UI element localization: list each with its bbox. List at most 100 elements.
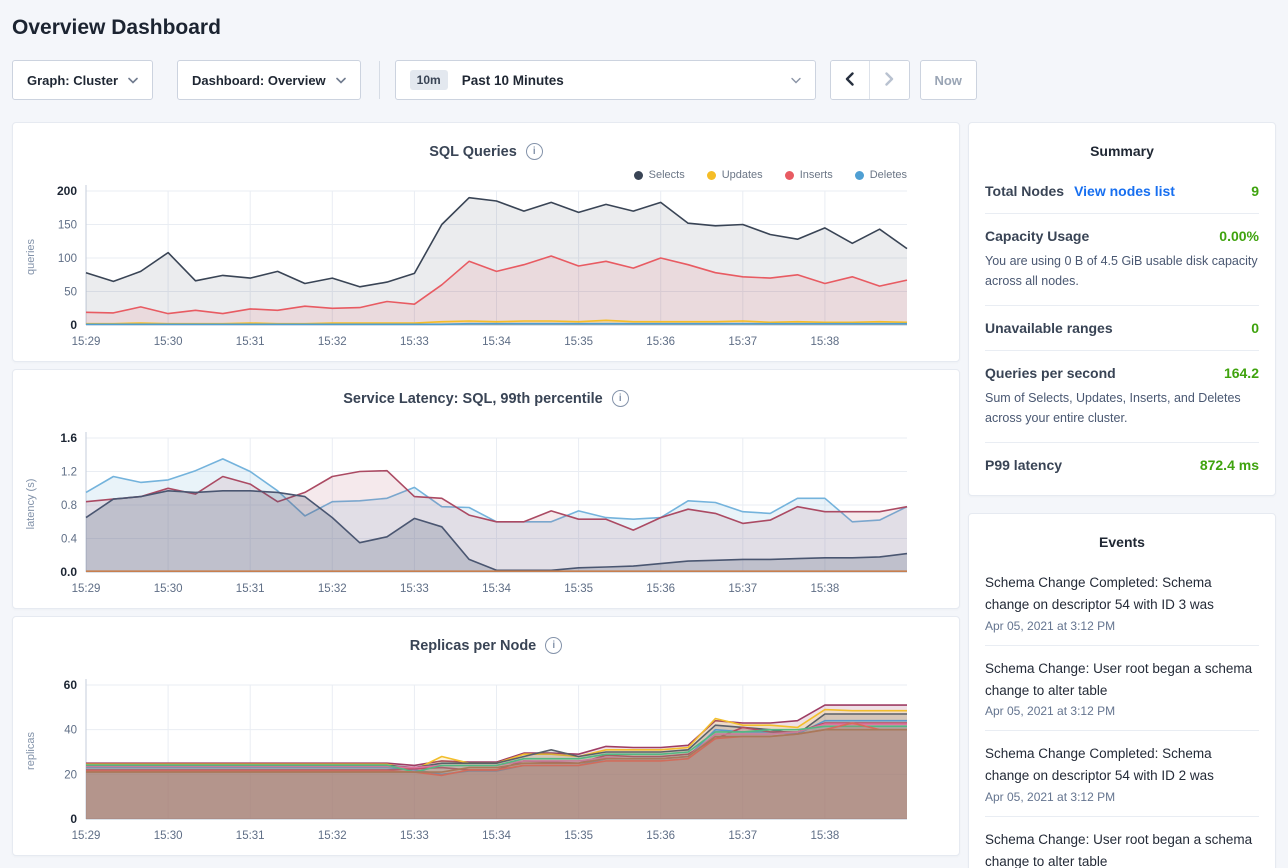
info-icon[interactable]: i: [525, 143, 543, 160]
event-text: Schema Change: User root began a schema …: [985, 832, 1253, 868]
time-range-badge: 10m: [409, 70, 448, 90]
svg-text:15:34: 15:34: [482, 830, 511, 842]
svg-text:15:31: 15:31: [236, 336, 265, 348]
chart-title: Service Latency: SQL, 99th percentile: [343, 390, 603, 407]
summary-panel: Summary Total Nodes View nodes list 9 Capac…: [968, 122, 1276, 496]
next-timeframe-button[interactable]: [869, 61, 909, 99]
chart-card-service-latency: Service Latency: SQL, 99th percentile i …: [12, 369, 960, 609]
sidebar: Summary Total Nodes View nodes list 9 Capac…: [968, 122, 1276, 868]
main-content: SQL Queries i Selects Updates Inserts Delet…: [12, 122, 1276, 868]
legend-item: Updates: [706, 169, 763, 181]
svg-text:15:36: 15:36: [646, 583, 675, 595]
legend-label: Updates: [721, 169, 763, 181]
chevron-right-icon: [884, 71, 894, 89]
summary-item: Queries per second 164.2 Sum of Selects, U…: [985, 350, 1259, 442]
chart-plot-area[interactable]: 0.0 0.4 0.8 1.2 1.6 15:29 15:30 15:31 15:32 15:33…: [13, 428, 959, 611]
chart-title: SQL Queries: [429, 143, 517, 160]
svg-text:15:29: 15:29: [72, 583, 101, 595]
svg-text:15:38: 15:38: [811, 830, 840, 842]
svg-text:15:29: 15:29: [72, 336, 101, 348]
svg-text:15:37: 15:37: [728, 336, 757, 348]
events-heading: Events: [1099, 534, 1145, 550]
summary-item-label: Capacity Usage: [985, 228, 1090, 244]
svg-text:15:36: 15:36: [646, 830, 675, 842]
svg-text:15:32: 15:32: [318, 583, 347, 595]
now-button[interactable]: Now: [919, 60, 977, 100]
svg-text:15:32: 15:32: [318, 830, 347, 842]
summary-item-value: 0: [1251, 320, 1259, 336]
svg-text:15:30: 15:30: [154, 830, 183, 842]
event-timestamp: Apr 05, 2021 at 3:12 PM: [985, 790, 1116, 805]
time-range-dropdown[interactable]: 10m Past 10 Minutes: [394, 60, 816, 100]
svg-text:1.6: 1.6: [60, 431, 77, 445]
svg-text:15:35: 15:35: [564, 830, 593, 842]
legend-dot-icon: [706, 170, 716, 180]
event-item[interactable]: Schema Change Completed: Schema change o…: [985, 730, 1259, 816]
event-text: Schema Change Completed: Schema change o…: [985, 575, 1214, 612]
toolbar: Graph: Cluster Dashboard: Overview 10m P…: [12, 60, 1276, 100]
event-item[interactable]: Schema Change: User root began a schema …: [985, 816, 1259, 868]
event-text: Schema Change Completed: Schema change o…: [985, 746, 1214, 784]
legend-item: Inserts: [784, 169, 833, 181]
chart-plot-area[interactable]: 0 20 40 60 15:29 15:30 15:31 15:32 15:33 15:34 15:…: [13, 675, 959, 858]
event-item[interactable]: Schema Change: User root began a schema …: [985, 644, 1259, 731]
svg-text:15:29: 15:29: [72, 830, 101, 842]
svg-text:15:36: 15:36: [646, 336, 675, 348]
summary-item-description: Sum of Selects, Updates, Inserts, and De…: [985, 391, 1241, 425]
chart-title: Replicas per Node: [409, 637, 537, 654]
svg-text:15:35: 15:35: [564, 583, 593, 595]
svg-text:15:31: 15:31: [236, 830, 265, 842]
svg-text:0: 0: [70, 318, 77, 332]
events-panel: Events Schema Change Completed: Schema c…: [968, 513, 1276, 868]
legend-item: Deletes: [854, 169, 907, 181]
svg-text:15:34: 15:34: [482, 336, 511, 348]
summary-item: Total Nodes View nodes list 9: [985, 169, 1259, 213]
legend-dot-icon: [784, 170, 794, 180]
event-text: Schema Change: User root began a schema …: [985, 660, 1253, 698]
summary-heading: Summary: [1090, 143, 1154, 159]
summary-item-label: Total Nodes: [985, 183, 1065, 199]
legend-label: Deletes: [869, 169, 907, 181]
summary-item-label: Queries per second: [985, 365, 1116, 381]
page-title: Overview Dashboard: [12, 16, 221, 39]
prev-timeframe-button[interactable]: [830, 61, 870, 99]
svg-text:15:33: 15:33: [400, 583, 429, 595]
graph-dropdown-label: Graph: Cluster: [27, 72, 119, 88]
summary-item-description: You are using 0 B of 4.5 GiB usable disk…: [985, 254, 1258, 288]
events-list: Schema Change Completed: Schema change o…: [985, 560, 1259, 868]
info-icon[interactable]: i: [545, 637, 563, 654]
toolbar-divider: [378, 61, 380, 99]
svg-text:15:32: 15:32: [318, 336, 347, 348]
summary-item-label: Unavailable ranges: [985, 320, 1113, 336]
event-item[interactable]: Schema Change Completed: Schema change o…: [985, 560, 1259, 645]
dashboard-dropdown[interactable]: Dashboard: Overview: [177, 60, 361, 100]
chart-legend: Selects Updates Inserts Deletes: [633, 169, 907, 181]
legend-dot-icon: [854, 170, 864, 180]
legend-item: Selects: [633, 169, 685, 181]
svg-text:15:37: 15:37: [728, 830, 757, 842]
svg-text:15:31: 15:31: [236, 583, 265, 595]
chart-plot-area[interactable]: 0 50 100 150 200 15:29 15:30 15:31 15:32 15:33 15:…: [13, 181, 959, 364]
svg-text:20: 20: [64, 769, 77, 781]
svg-text:40: 40: [64, 725, 77, 737]
svg-text:100: 100: [58, 253, 77, 265]
summary-item: P99 latency 872.4 ms: [985, 442, 1259, 487]
legend-label: Selects: [648, 169, 685, 181]
graph-dropdown[interactable]: Graph: Cluster: [12, 60, 154, 100]
summary-item-value: 872.4 ms: [1199, 457, 1259, 473]
summary-item-value: 9: [1251, 183, 1259, 199]
svg-text:50: 50: [64, 287, 77, 299]
view-nodes-list-link[interactable]: View nodes list: [1074, 183, 1175, 199]
summary-item-label: P99 latency: [985, 457, 1063, 473]
svg-text:15:37: 15:37: [728, 583, 757, 595]
time-range-label: Past 10 Minutes: [461, 72, 564, 88]
info-icon[interactable]: i: [611, 390, 629, 407]
svg-text:15:34: 15:34: [482, 583, 511, 595]
summary-item-value: 164.2: [1223, 365, 1259, 381]
event-timestamp: Apr 05, 2021 at 3:12 PM: [985, 704, 1116, 719]
svg-text:60: 60: [64, 678, 78, 692]
summary-item: Capacity Usage 0.00% You are using 0 B of …: [985, 213, 1259, 305]
chart-card-sql-queries: SQL Queries i Selects Updates Inserts Delet…: [12, 122, 960, 362]
svg-text:0.8: 0.8: [61, 500, 77, 512]
